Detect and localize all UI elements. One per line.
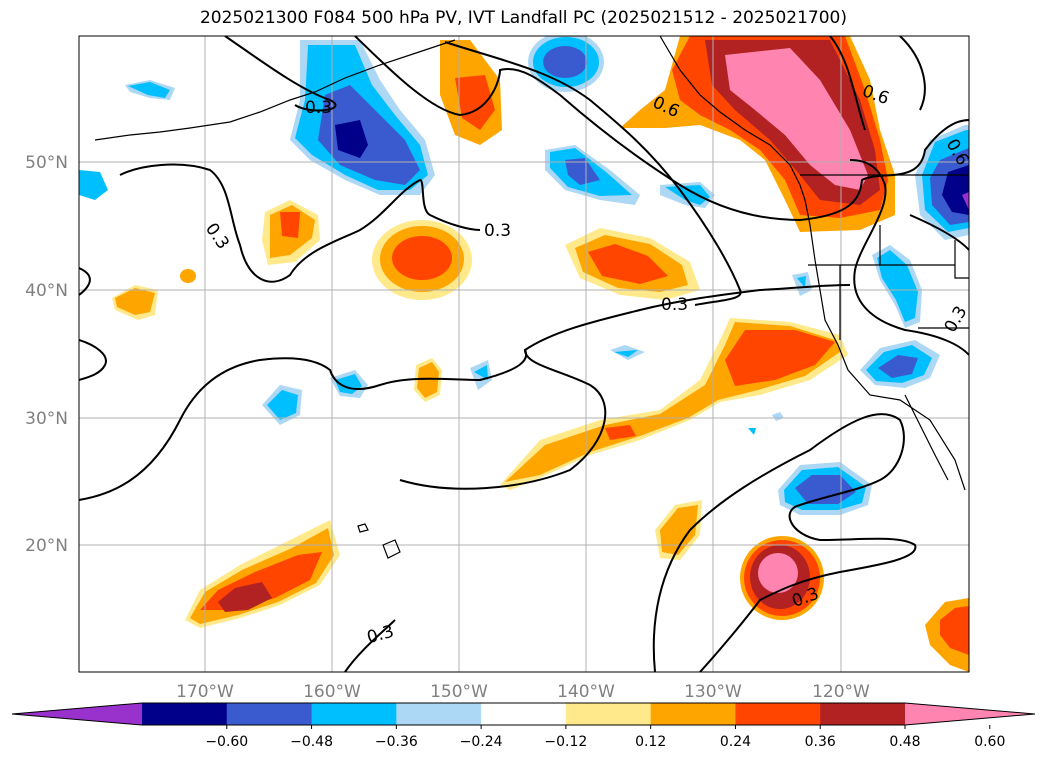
colorbar-tick-label: 0.36 (805, 734, 836, 750)
lat-label-50n: 50°N (25, 153, 68, 173)
colorbar-tick-label: −0.12 (544, 734, 587, 750)
colorbar-tick-label: 0.24 (720, 734, 751, 750)
gridlines (79, 36, 969, 672)
colorbar-tick-label: −0.36 (375, 734, 418, 750)
map-title: 2025021300 F084 500 hPa PV, IVT Landfall… (199, 8, 847, 28)
contour-label: 0.3 (305, 98, 332, 118)
lon-label-170w: 170°W (176, 682, 234, 702)
lon-label-160w: 160°W (303, 682, 361, 702)
contours (79, 36, 969, 672)
contour-label: 0.3 (661, 295, 688, 315)
lat-label-20n: 20°N (25, 536, 68, 556)
colorbar-tick-label: 0.12 (635, 734, 666, 750)
lat-axis: 50°N 40°N 30°N 20°N (25, 153, 68, 556)
colorbar-swatch (565, 703, 652, 725)
colorbar-extend-high (905, 703, 1035, 725)
colorbar-tick-label: −0.24 (460, 734, 503, 750)
colorbar-tick-label: −0.48 (290, 734, 333, 750)
lon-axis: 170°W 160°W 150°W 140°W 130°W 120°W (176, 682, 870, 702)
colorbar-swatch (481, 703, 567, 725)
colorbar-swatch (650, 703, 736, 725)
colorbar-swatch (735, 703, 821, 725)
colorbar-swatch (142, 703, 228, 725)
lon-label-140w: 140°W (557, 682, 615, 702)
colorbar-swatch (820, 703, 906, 725)
lon-label-130w: 130°W (684, 682, 742, 702)
colorbar-outline (11, 702, 1036, 726)
lat-label-40n: 40°N (25, 281, 68, 301)
negative-shading (79, 36, 969, 515)
lat-label-30n: 30°N (25, 409, 68, 429)
colorbar: −0.60 −0.48 −0.36 −0.24 −0.12 0.12 0.24 0.36 0.4… (11, 702, 1036, 750)
colorbar-extend-low (12, 703, 142, 725)
lon-label-120w: 120°W (812, 682, 870, 702)
colorbar-swatch (226, 703, 313, 725)
colorbar-swatch (396, 703, 482, 725)
map-field: 0.3 0.3 0.3 0.3 0.6 0.6 0.6 0.3 0.3 0.3 (79, 36, 969, 672)
coastlines (94, 36, 969, 559)
colorbar-tick-label: −0.60 (205, 734, 248, 750)
positive-shading (112, 36, 969, 672)
contour-label: 0.3 (484, 221, 511, 241)
colorbar-swatch (311, 703, 397, 725)
lon-label-150w: 150°W (430, 682, 488, 702)
colorbar-tick-label: 0.48 (889, 734, 920, 750)
map-frame (78, 35, 970, 673)
colorbar-tick-label: 0.60 (974, 734, 1005, 750)
